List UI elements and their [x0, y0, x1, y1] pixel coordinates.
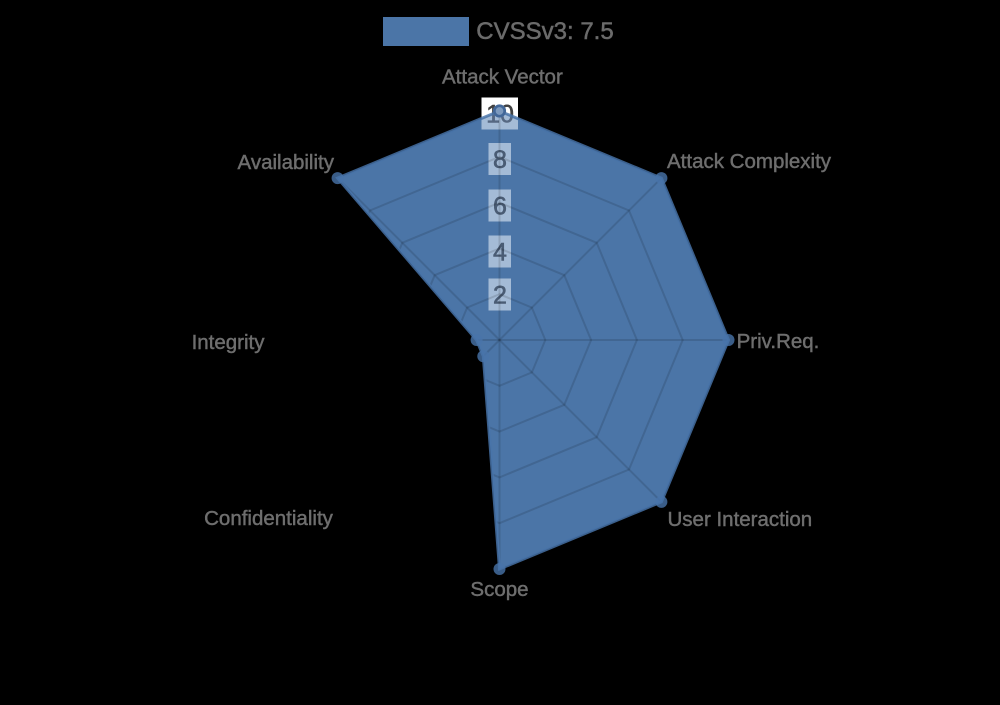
svg-text:CVSSv3: 7.5: CVSSv3: 7.5	[476, 18, 613, 45]
svg-text:Integrity: Integrity	[192, 331, 266, 354]
svg-text:Priv.Req.: Priv.Req.	[737, 330, 820, 353]
svg-text:Confidentiality: Confidentiality	[204, 507, 334, 530]
svg-text:Availability: Availability	[238, 151, 335, 174]
svg-text:2: 2	[493, 282, 507, 310]
svg-text:Scope: Scope	[470, 578, 528, 601]
svg-text:8: 8	[493, 146, 507, 174]
svg-text:Attack Complexity: Attack Complexity	[667, 150, 832, 173]
svg-text:6: 6	[493, 193, 507, 221]
svg-text:Attack Vector: Attack Vector	[442, 66, 563, 89]
svg-text:4: 4	[493, 239, 507, 267]
svg-text:User Interaction: User Interaction	[668, 508, 813, 531]
